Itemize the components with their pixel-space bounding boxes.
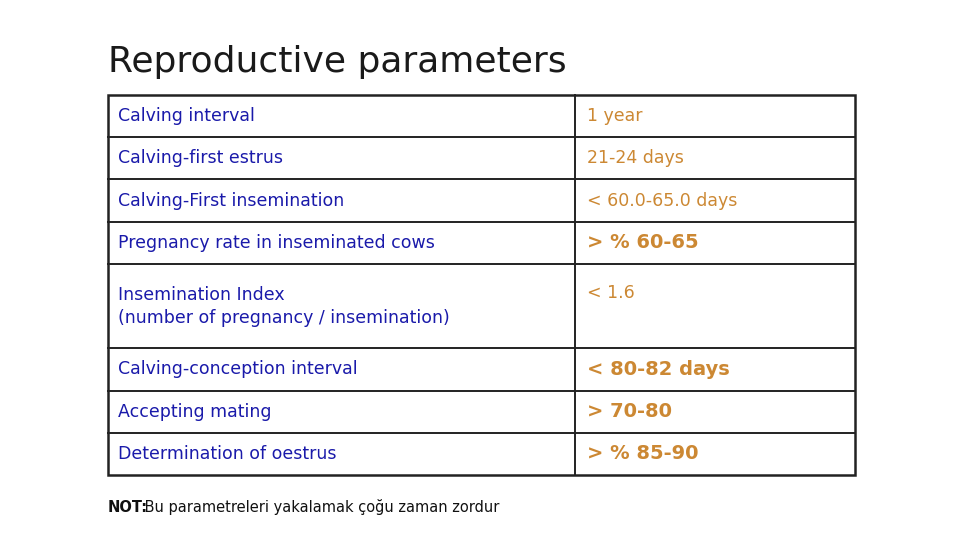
Text: < 80-82 days: < 80-82 days [587,360,730,379]
Text: 21-24 days: 21-24 days [587,150,684,167]
Text: (number of pregnancy / insemination): (number of pregnancy / insemination) [118,308,449,327]
Text: Pregnancy rate in inseminated cows: Pregnancy rate in inseminated cows [118,234,435,252]
Text: > % 85-90: > % 85-90 [587,444,698,463]
Bar [108,95,855,475]
Text: Calving-conception interval: Calving-conception interval [118,360,358,379]
Text: NOT:: NOT: [108,500,148,515]
Text: Calving-first estrus: Calving-first estrus [118,150,283,167]
Text: Calving interval: Calving interval [118,107,254,125]
Text: < 1.6: < 1.6 [587,285,635,302]
Text: Accepting mating: Accepting mating [118,403,272,421]
Text: Calving-First insemination: Calving-First insemination [118,192,345,210]
Text: 1 year: 1 year [587,107,642,125]
Text: > % 60-65: > % 60-65 [587,233,699,252]
Text: Insemination Index: Insemination Index [118,286,284,303]
Text: Bu parametreleri yakalamak çoğu zaman zordur: Bu parametreleri yakalamak çoğu zaman zo… [140,499,499,515]
Text: Reproductive parameters: Reproductive parameters [108,45,566,79]
Text: > 70-80: > 70-80 [587,402,672,421]
Text: Determination of oestrus: Determination of oestrus [118,445,337,463]
Text: < 60.0-65.0 days: < 60.0-65.0 days [587,192,737,210]
